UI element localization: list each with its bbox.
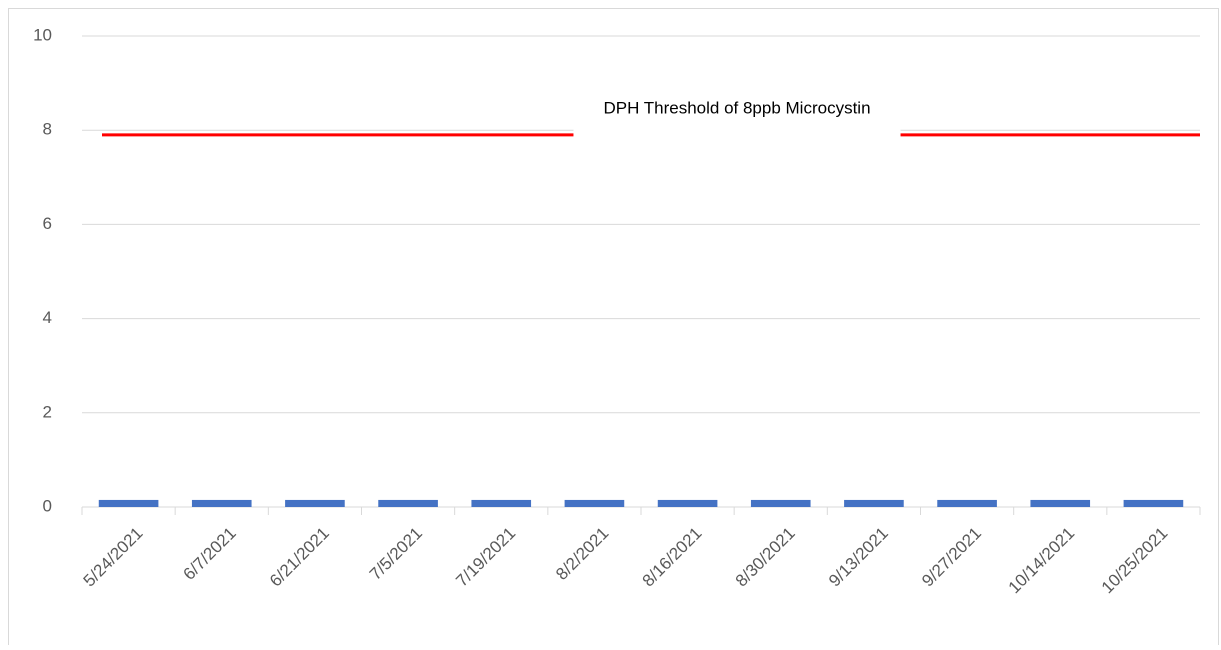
bar xyxy=(191,499,252,507)
y-tick-label: 0 xyxy=(43,496,52,515)
threshold-label: DPH Threshold of 8ppb Microcystin xyxy=(603,98,870,117)
x-tick-label: 7/5/2021 xyxy=(366,524,426,584)
bar xyxy=(98,499,159,507)
y-tick-label: 10 xyxy=(33,25,52,44)
bar xyxy=(937,499,997,507)
threshold-label-bg xyxy=(573,86,901,147)
x-tick-label: 9/27/2021 xyxy=(918,524,985,591)
x-tick-label: 8/30/2021 xyxy=(732,524,799,591)
x-tick-label: 5/24/2021 xyxy=(80,524,147,591)
bar xyxy=(1030,499,1091,507)
x-tick-label: 8/16/2021 xyxy=(639,524,706,591)
bar xyxy=(750,499,811,507)
x-tick-label: 10/25/2021 xyxy=(1098,524,1172,598)
x-tick-label: 8/2/2021 xyxy=(552,524,612,584)
y-tick-label: 8 xyxy=(43,120,52,139)
bar xyxy=(844,499,904,507)
y-tick-label: 2 xyxy=(43,402,52,421)
y-tick-label: 4 xyxy=(43,308,52,327)
bar xyxy=(285,499,345,507)
x-tick-label: 10/14/2021 xyxy=(1005,524,1079,598)
bar xyxy=(1123,499,1184,507)
x-tick-label: 7/19/2021 xyxy=(452,524,519,591)
bar xyxy=(564,499,625,507)
bar xyxy=(657,499,718,507)
bar xyxy=(471,499,532,507)
x-tick-label: 9/13/2021 xyxy=(825,524,892,591)
x-tick-label: 6/21/2021 xyxy=(266,524,333,591)
bar xyxy=(378,499,438,507)
x-tick-label: 6/7/2021 xyxy=(180,524,240,584)
y-tick-label: 6 xyxy=(43,214,52,233)
